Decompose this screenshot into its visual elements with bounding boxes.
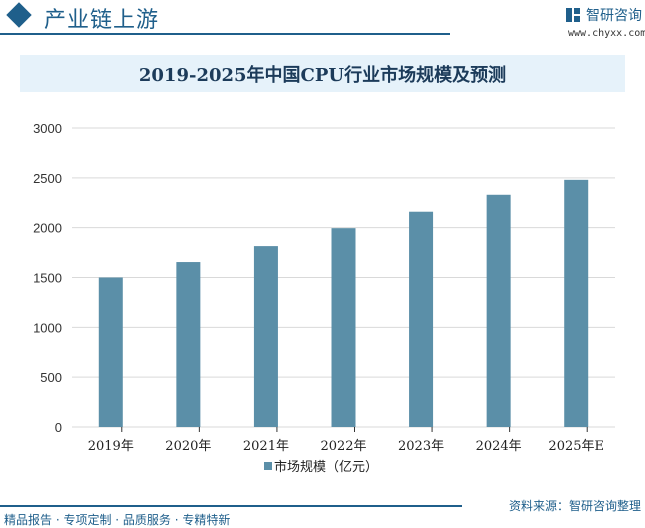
x-tick-label: 2022年 (320, 439, 366, 454)
y-tick-label: 2500 (33, 171, 62, 186)
y-tick-label: 2000 (33, 221, 62, 236)
brand-name: 智研咨询 (586, 8, 642, 24)
bar (486, 194, 511, 427)
y-tick-label: 500 (40, 370, 62, 385)
bar (253, 246, 278, 427)
bar (176, 262, 201, 427)
chart-title: 2019-2025年中国CPU行业市场规模及预测 (138, 64, 507, 86)
y-tick-label: 3000 (33, 121, 62, 136)
bar (564, 179, 589, 427)
header-divider (0, 33, 450, 35)
footer-divider (0, 505, 462, 507)
x-tick-label: 2025年E (548, 439, 604, 454)
footer-slogan: 精品报告 · 专项定制 · 品质服务 · 专精特新 (4, 513, 231, 527)
bar (331, 228, 356, 427)
brand-logo-icon (566, 8, 580, 22)
x-tick-label: 2023年 (398, 439, 444, 454)
y-tick-label: 1000 (33, 320, 62, 335)
y-tick-label: 0 (55, 420, 62, 435)
brand: 智研咨询 (566, 5, 642, 25)
legend-swatch (264, 462, 272, 470)
y-tick-label: 1500 (33, 271, 62, 286)
chart-title-box: 2019-2025年中国CPU行业市场规模及预测 (20, 55, 625, 92)
section-title: 产业链上游 (44, 8, 160, 33)
x-tick-label: 2019年 (88, 439, 134, 454)
x-tick-label: 2020年 (165, 439, 211, 454)
brand-url: www.chyxx.com (568, 28, 645, 39)
data-source: 资料来源：智研咨询整理 (508, 499, 641, 513)
legend-label: 市场规模（亿元） (274, 459, 378, 475)
bar (98, 277, 123, 427)
x-tick-label: 2024年 (476, 439, 522, 454)
bar (409, 211, 434, 427)
x-tick-label: 2021年 (243, 439, 289, 454)
